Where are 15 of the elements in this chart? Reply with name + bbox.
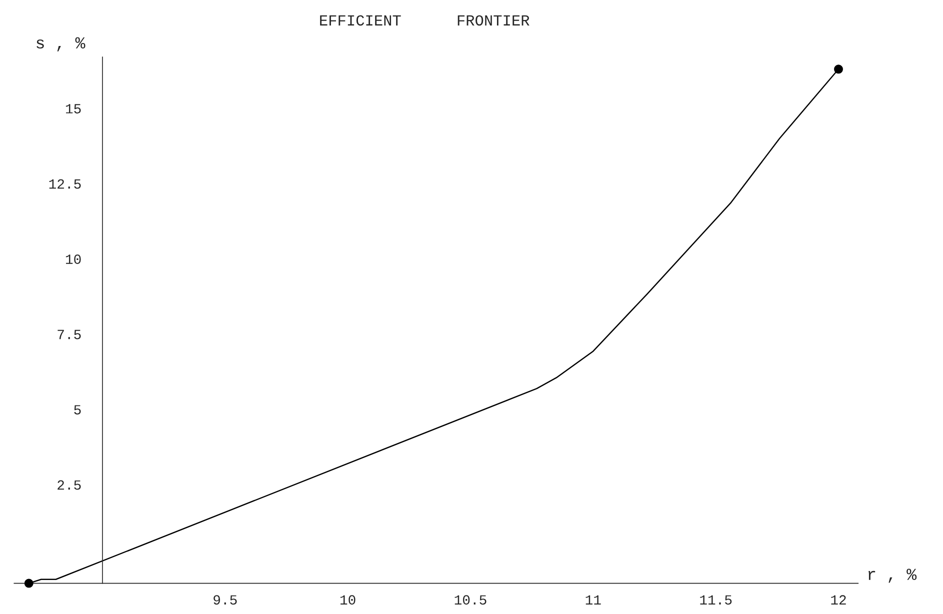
- x-tick-label: 10.5: [454, 595, 486, 605]
- y-axis-title: s , %: [36, 37, 86, 52]
- y-tick-label: 10: [66, 254, 81, 264]
- x-tick-label: 12: [831, 595, 846, 604]
- chart-title: EFFICIENT FRONTIER: [320, 15, 530, 26]
- y-tick-label: 12.5: [49, 179, 81, 189]
- x-tick-label: 10: [340, 595, 356, 605]
- x-tick-label: 11.5: [700, 595, 732, 605]
- x-tick-label: 9.5: [214, 595, 237, 605]
- x-axis-title: r , %: [868, 568, 917, 583]
- y-tick-label: 5: [74, 405, 81, 414]
- x-tick-label: 11: [586, 595, 601, 604]
- y-tick-label: 2.5: [58, 480, 81, 490]
- y-tick-label: 15: [66, 104, 81, 114]
- y-tick-label: 7.5: [58, 330, 81, 340]
